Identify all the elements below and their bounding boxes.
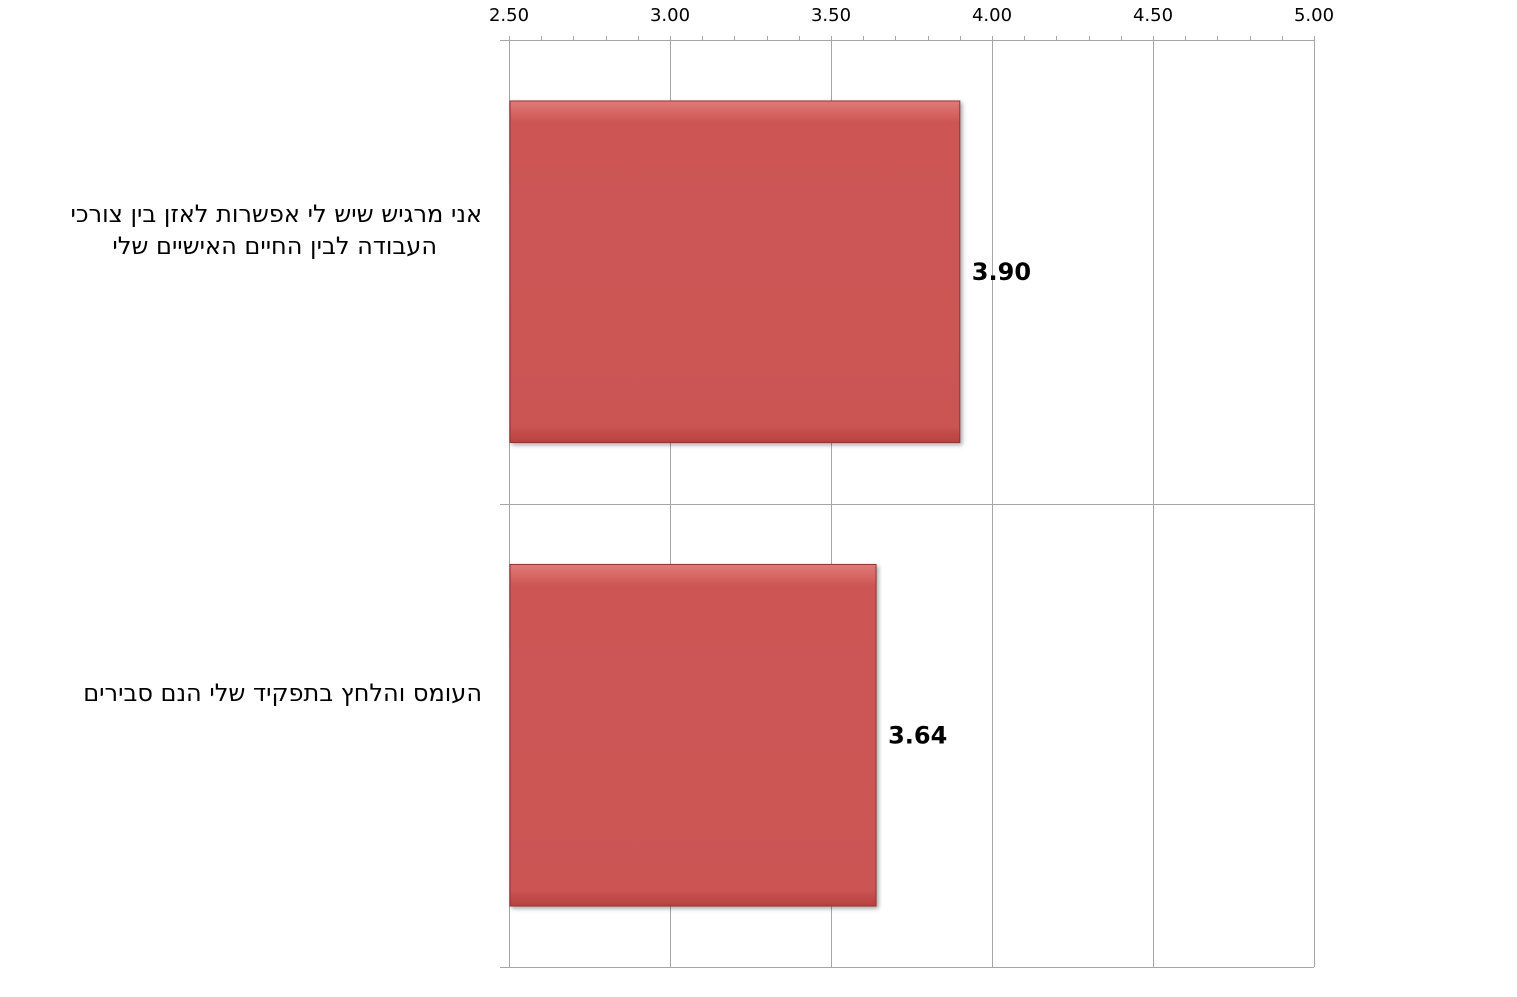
x-tick-label: 4.50 xyxy=(1133,5,1173,26)
x-tick-label: 3.00 xyxy=(650,5,690,26)
category-label: אני מרגיש שיש לי אפשרות לאזן בין צורכי הע… xyxy=(70,198,482,262)
x-tick-label: 2.50 xyxy=(489,5,529,26)
x-tick-label: 4.00 xyxy=(972,5,1012,26)
category-label-line: העומס והלחץ בתפקיד שלי הנם סבירים xyxy=(83,679,482,708)
x-axis-ticks: 2.50 3.00 3.50 4.00 4.50 5.00 xyxy=(489,5,1334,40)
x-tick-label: 3.50 xyxy=(811,5,851,26)
data-label: 3.64 xyxy=(888,721,947,749)
bars xyxy=(509,100,961,907)
bar xyxy=(509,100,961,444)
data-labels: 3.90 3.64 xyxy=(888,258,1031,750)
category-label: העומס והלחץ בתפקיד שלי הנם סבירים xyxy=(83,677,482,709)
category-label-line: אני מרגיש שיש לי אפשרות לאזן בין צורכי xyxy=(70,199,482,228)
data-label: 3.90 xyxy=(972,258,1031,286)
bar xyxy=(509,563,877,907)
category-label-line: העבודה לבין החיים האישיים שלי xyxy=(112,231,437,260)
x-tick-label: 5.00 xyxy=(1294,5,1334,26)
